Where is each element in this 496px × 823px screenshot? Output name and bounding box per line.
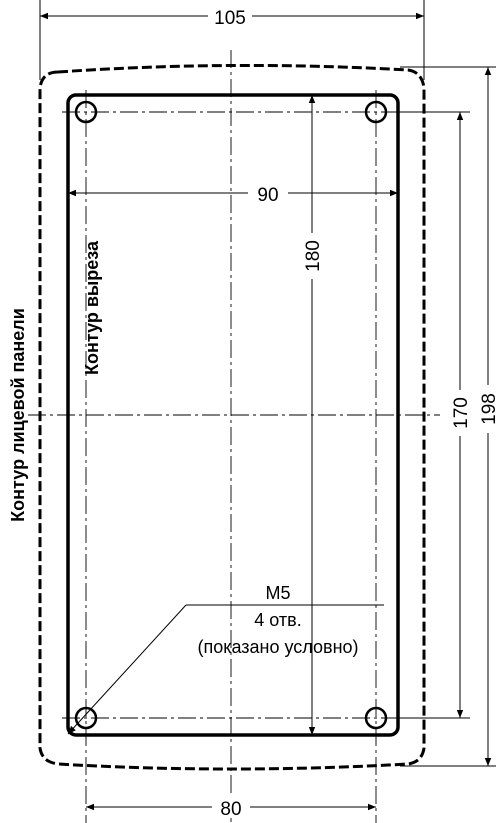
dimension-198-text: 198: [479, 393, 496, 425]
hole-note-remark: (показано условно): [197, 637, 358, 657]
hole-note-leader: [67, 604, 384, 735]
hole-top-left: [74, 100, 98, 124]
panel-contour-label: Контур лицевой панели: [8, 308, 28, 522]
dimension-90-text: 90: [257, 185, 278, 206]
dimension-180-text: 180: [303, 240, 324, 272]
dimension-80: 80: [86, 796, 376, 820]
dimension-105-text: 105: [214, 8, 246, 29]
dimension-90: 90: [68, 182, 398, 206]
dimension-170: 170: [384, 111, 472, 719]
hole-note-thread: M5: [265, 583, 290, 603]
dimension-170-text: 170: [451, 397, 472, 429]
cutout-contour-label: Контур выреза: [82, 240, 102, 375]
panel-contour-outline: [38, 63, 426, 771]
dimension-80-text: 80: [220, 799, 241, 820]
hole-bottom-left: [74, 706, 98, 730]
hole-note-count: 4 отв.: [254, 610, 301, 630]
dimension-180: 180: [301, 95, 324, 735]
dimension-198: 198: [400, 66, 496, 767]
